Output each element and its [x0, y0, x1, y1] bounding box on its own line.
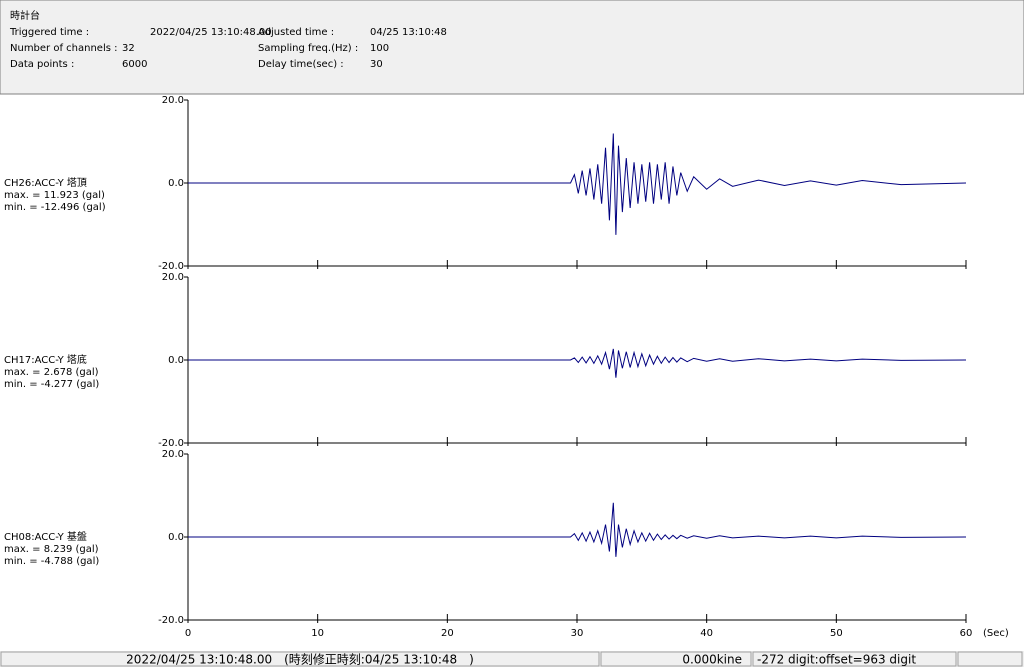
y-tick-label: 0.0 — [168, 532, 184, 543]
status-bar — [0, 651, 1024, 667]
status-cell — [752, 651, 957, 667]
max-label: max. = 2.678 (gal) — [4, 367, 99, 378]
field-label: Number of channels : — [10, 43, 118, 54]
min-label: min. = -12.496 (gal) — [4, 202, 106, 213]
max-label: max. = 11.923 (gal) — [4, 190, 105, 201]
header-title: 時計台 — [10, 9, 40, 22]
y-tick-label: 20.0 — [162, 449, 184, 460]
x-tick-label: 40 — [700, 628, 713, 639]
y-tick-label: 0.0 — [168, 355, 184, 366]
status-cell — [957, 651, 1023, 667]
x-tick-label: 60 — [960, 628, 973, 639]
y-tick-label: -20.0 — [158, 615, 184, 626]
x-tick-label: 10 — [311, 628, 324, 639]
y-tick-label: 20.0 — [162, 272, 184, 283]
x-tick-label: 0 — [185, 628, 191, 639]
min-label: min. = -4.277 (gal) — [4, 379, 99, 390]
waveform — [188, 133, 967, 235]
field-value: 2022/04/25 13:10:48.00 — [150, 27, 272, 38]
field-value: 30 — [370, 59, 383, 70]
max-label: max. = 8.239 (gal) — [4, 544, 99, 555]
channel-label: CH26:ACC-Y 塔頂 — [4, 176, 87, 189]
y-tick-label: 20.0 — [162, 95, 184, 106]
status-text: 2022/04/25 13:10:48.00 (時刻修正時刻:04/25 13:… — [126, 652, 474, 667]
x-tick-label: 50 — [830, 628, 843, 639]
field-label: Delay time(sec) : — [258, 59, 344, 70]
field-value: 04/25 13:10:48 — [370, 27, 447, 38]
min-label: min. = -4.788 (gal) — [4, 556, 99, 567]
waveform — [188, 502, 967, 557]
field-value: 6000 — [122, 59, 147, 70]
field-label: Triggered time : — [9, 27, 89, 38]
field-label: Adjusted time : — [258, 27, 334, 38]
status-text: -272 digit:offset=963 digit — [757, 653, 916, 667]
channel-label: CH17:ACC-Y 塔底 — [4, 353, 87, 366]
status-cell — [600, 651, 752, 667]
y-tick-label: -20.0 — [158, 261, 184, 272]
field-label: Sampling freq.(Hz) : — [258, 43, 358, 54]
status-text: 0.000kine — [682, 653, 742, 667]
x-axis-label: (Sec) — [983, 628, 1009, 639]
y-tick-label: -20.0 — [158, 438, 184, 449]
channel-label: CH08:ACC-Y 基盤 — [4, 530, 87, 543]
field-value: 100 — [370, 43, 389, 54]
header-panel — [0, 0, 1024, 95]
field-label: Data points : — [10, 59, 74, 70]
waveform — [188, 348, 967, 378]
x-tick-label: 20 — [441, 628, 454, 639]
y-tick-label: 0.0 — [168, 178, 184, 189]
status-cell — [0, 651, 600, 667]
x-tick-label: 30 — [571, 628, 584, 639]
field-value: 32 — [122, 43, 135, 54]
